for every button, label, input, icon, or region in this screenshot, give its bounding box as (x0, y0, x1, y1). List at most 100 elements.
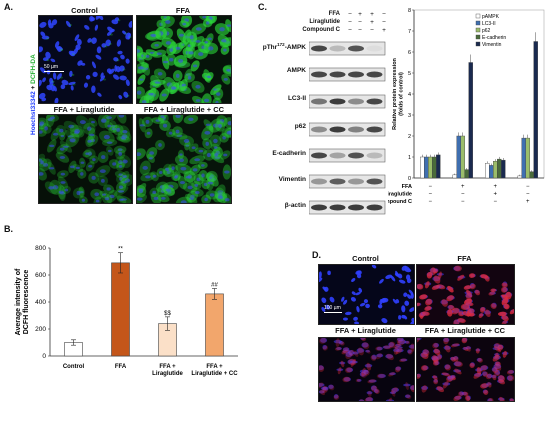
blot-strip (309, 94, 386, 109)
cell-nucleus (204, 130, 211, 135)
y-tick-label: 800 (35, 245, 46, 252)
blot-band (348, 98, 364, 105)
cell-nucleus (226, 130, 231, 135)
cell-nucleus (351, 291, 356, 295)
cell-nucleus (506, 375, 513, 381)
cell-stain (488, 291, 496, 296)
cell-nucleus (39, 130, 43, 134)
cell-nucleus (39, 92, 46, 100)
cell-nucleus (160, 115, 165, 118)
cell-nucleus (195, 84, 201, 89)
legend-label: p62 (482, 28, 491, 34)
cell-stain (450, 343, 460, 348)
cell-nucleus (217, 195, 223, 199)
y-tick-label: 6 (408, 50, 411, 56)
cell-nucleus (363, 299, 369, 304)
cell-nucleus (96, 46, 102, 54)
cell-nucleus (121, 134, 128, 139)
bar (493, 160, 498, 179)
y-tick-label: 0 (408, 176, 411, 182)
cell-nucleus (185, 50, 190, 55)
cell-stain (483, 389, 489, 395)
cell-nucleus (112, 162, 117, 166)
cell-nucleus (450, 375, 456, 379)
cell-nucleus (194, 191, 200, 195)
cell-cytoplasm (59, 76, 63, 79)
cell-field (417, 265, 514, 324)
bar (497, 158, 502, 179)
cell-nucleus (142, 165, 148, 170)
cell-stain (497, 344, 504, 351)
blot-strip (309, 122, 386, 137)
blot-label-ecad: E-cadherin (272, 150, 306, 157)
blot-label-p62: p62 (294, 123, 306, 130)
cell-nucleus (213, 138, 218, 144)
blot-band (366, 152, 383, 159)
condition-label: FFA (402, 184, 412, 190)
cell-stain (354, 350, 359, 357)
cell-stain (350, 358, 356, 367)
panel-a-letter: A. (4, 2, 13, 12)
condition-sign: − (526, 192, 530, 198)
condition-sign: − (428, 199, 432, 205)
cell-nucleus (110, 28, 115, 33)
cell-nucleus (118, 151, 123, 156)
cell-nucleus (329, 296, 335, 303)
y-tick-label: 600 (35, 272, 46, 279)
cell-nucleus (44, 126, 48, 131)
cell-nucleus (106, 141, 113, 144)
legend-label: E-cadherin (482, 35, 506, 41)
dcfh-label: DCFH-DA (30, 54, 37, 84)
cell-nucleus (385, 354, 394, 359)
cell-stain (443, 338, 449, 345)
cell-cytoplasm (109, 33, 113, 36)
cell-nucleus (111, 127, 117, 131)
blot-strip (309, 148, 386, 163)
cell-stain (438, 271, 442, 280)
cell-nucleus (508, 370, 514, 374)
condition-sign: + (526, 199, 530, 205)
cell-nucleus (351, 277, 356, 282)
cell-stain (405, 394, 412, 399)
cell-nucleus (139, 78, 144, 81)
cell-nucleus (118, 94, 123, 100)
cell-nucleus (91, 61, 97, 69)
cell-nucleus (356, 348, 365, 353)
cell-nucleus (227, 121, 231, 126)
y-tick-label: 3 (408, 113, 411, 119)
cell-nucleus (486, 373, 493, 379)
blot-band (329, 204, 346, 211)
cell-nucleus (42, 77, 46, 83)
cell-nucleus (161, 93, 167, 97)
cell-field (319, 338, 414, 401)
cell-nucleus (128, 20, 132, 28)
cell-nucleus (118, 185, 124, 190)
blot-label-pampk-post: -AMPK (284, 44, 306, 52)
cell-nucleus (226, 24, 231, 27)
bar (525, 137, 530, 179)
cell-cytoplasm (122, 68, 126, 71)
cell-nucleus (390, 275, 396, 282)
cell-nucleus (63, 145, 69, 148)
y-tick-label: 8 (408, 8, 411, 14)
condition-sign: − (493, 199, 497, 205)
cell-nucleus (207, 75, 212, 79)
cell-nucleus (321, 306, 326, 312)
cell-nucleus (348, 350, 354, 356)
y-tick-label: 400 (35, 299, 46, 306)
cell-nucleus (346, 367, 354, 373)
panel-d-letter: D. (312, 250, 321, 260)
cell-nucleus (83, 82, 89, 88)
bar (428, 156, 433, 179)
cell-nucleus (408, 289, 414, 295)
y-tick-label: 4 (408, 92, 411, 98)
cell-stain (423, 349, 430, 356)
cell-stain (466, 345, 471, 352)
cell-nucleus (381, 297, 389, 303)
cell-cytoplasm (51, 80, 55, 83)
cell-stain (425, 298, 433, 306)
cell-stain (410, 385, 414, 393)
cell-nucleus (60, 181, 66, 184)
cell-nucleus (381, 318, 388, 324)
cell-nucleus (365, 349, 370, 353)
